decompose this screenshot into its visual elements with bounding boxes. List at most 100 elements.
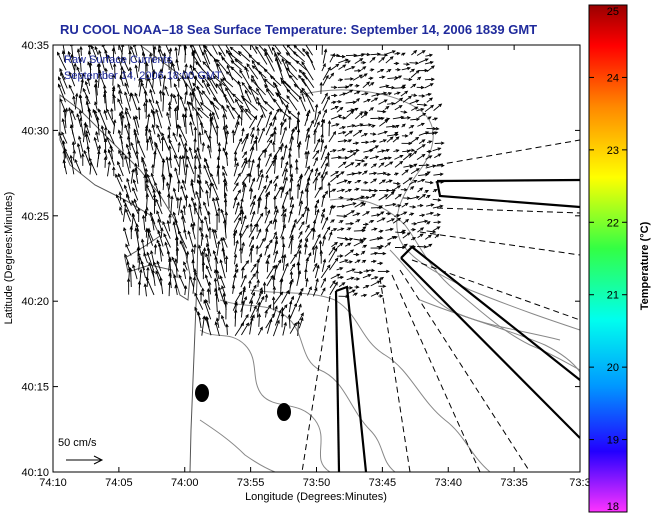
current-vector-head xyxy=(383,91,388,96)
current-vector-head xyxy=(251,59,256,64)
current-vector-head xyxy=(322,62,326,67)
current-vector xyxy=(282,177,288,193)
current-vector-head xyxy=(119,134,123,139)
current-vector-head xyxy=(155,108,159,113)
current-vector-head xyxy=(200,232,204,237)
current-vector-head xyxy=(209,76,214,81)
current-vector xyxy=(266,133,273,143)
current-vector-head xyxy=(193,201,197,206)
current-vector xyxy=(329,53,335,63)
current-vector-head xyxy=(164,241,168,246)
current-vector-head xyxy=(364,156,369,160)
current-vector-head xyxy=(137,139,141,144)
current-vector xyxy=(433,226,440,231)
current-vector-head xyxy=(335,123,340,127)
current-vector-head xyxy=(300,316,304,321)
current-vector xyxy=(426,65,435,72)
current-vector xyxy=(213,97,228,112)
current-vector-head xyxy=(327,66,331,71)
current-vector xyxy=(282,244,285,256)
current-vector xyxy=(270,75,282,87)
current-vector-head xyxy=(342,64,347,68)
current-vector xyxy=(302,71,315,89)
current-vector xyxy=(131,200,139,214)
current-vector xyxy=(184,45,187,63)
current-vector-head xyxy=(274,235,279,240)
current-vector-head xyxy=(413,150,418,155)
y-tick-label: 40:35 xyxy=(21,40,49,52)
current-vector xyxy=(370,292,379,297)
current-vector-head xyxy=(192,86,196,92)
current-vector-head xyxy=(174,167,178,172)
current-vector-head xyxy=(160,227,164,232)
current-vector-head xyxy=(78,94,83,99)
current-vector xyxy=(240,225,249,239)
current-vector xyxy=(289,174,293,183)
current-vector-head xyxy=(315,277,319,282)
current-vector-head xyxy=(189,275,193,280)
current-vector-head xyxy=(293,218,297,223)
current-vector-head xyxy=(94,78,98,83)
current-vector-head xyxy=(371,193,376,198)
current-vector-head xyxy=(126,135,131,140)
current-vector-head xyxy=(274,83,278,88)
current-vector-head xyxy=(381,217,386,221)
current-vector-head xyxy=(283,304,288,309)
current-vector xyxy=(394,86,406,89)
current-vector xyxy=(125,107,132,119)
current-vector xyxy=(354,58,363,64)
current-vector xyxy=(285,60,291,73)
current-vector-head xyxy=(189,64,193,69)
current-vector xyxy=(169,157,172,168)
current-vector xyxy=(118,45,123,55)
current-vector-head xyxy=(357,179,362,183)
current-vector-head xyxy=(404,202,409,207)
current-vector-head xyxy=(320,118,325,123)
current-vector-head xyxy=(382,109,387,114)
current-vector-head xyxy=(437,153,442,157)
current-vector-head xyxy=(121,114,125,119)
current-vector-head xyxy=(218,286,222,291)
current-vector xyxy=(146,277,155,296)
current-vector xyxy=(152,124,156,135)
current-vector-head xyxy=(336,53,341,58)
current-vector-head xyxy=(295,60,300,64)
current-vector-head xyxy=(255,269,259,274)
current-vector xyxy=(264,148,267,158)
current-vector xyxy=(70,155,75,175)
current-vector xyxy=(220,78,234,96)
map-subtitle-line1: Raw Surface Currents xyxy=(64,54,173,66)
current-vector xyxy=(313,157,318,167)
current-vector-head xyxy=(217,206,221,211)
current-vector-head xyxy=(273,115,277,120)
current-vector xyxy=(232,274,236,287)
current-vector-head xyxy=(258,228,262,233)
current-vector-head xyxy=(72,149,76,154)
current-vector-head xyxy=(119,74,123,79)
current-vector-head xyxy=(415,136,420,141)
current-vector-head xyxy=(117,83,121,88)
current-vector-head xyxy=(250,235,255,240)
current-vector xyxy=(418,58,429,64)
current-vector xyxy=(190,71,204,89)
current-vector-head xyxy=(237,189,241,194)
current-vector xyxy=(204,216,210,232)
current-vector xyxy=(304,110,311,127)
current-vector-head xyxy=(97,150,101,155)
y-tick-label: 40:20 xyxy=(21,296,49,308)
current-vector-head xyxy=(181,154,185,159)
station-marker-2 xyxy=(277,403,291,421)
current-vector xyxy=(117,161,124,177)
current-vector-head xyxy=(341,125,347,130)
current-vector-head xyxy=(355,84,360,88)
current-vector-head xyxy=(300,312,304,317)
current-vector xyxy=(354,54,364,57)
current-vector xyxy=(211,45,218,55)
current-vector xyxy=(277,52,289,63)
current-vector-head xyxy=(404,90,409,95)
current-vector-head xyxy=(202,315,206,320)
current-vector xyxy=(282,45,291,55)
current-vector-head xyxy=(323,108,327,113)
current-vector-head xyxy=(235,98,239,103)
current-vector xyxy=(330,106,339,111)
